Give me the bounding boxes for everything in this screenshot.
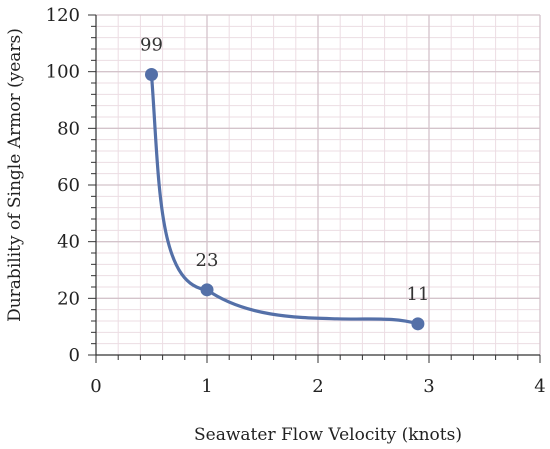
data-point [411, 317, 425, 331]
series-line [149, 72, 420, 326]
y-axis-title: Durability of Single Armor (years) [5, 28, 25, 322]
major-grid [96, 14, 541, 355]
x-axis-title: Seawater Flow Velocity (knots) [194, 425, 462, 445]
data-labels: 99 23 11 [140, 35, 429, 305]
data-label: 23 [196, 250, 219, 271]
ticks [88, 14, 541, 363]
y-tick-label: 0 [69, 345, 80, 366]
data-point [200, 283, 214, 297]
x-tick-label: 4 [534, 376, 545, 397]
y-tick-label: 120 [46, 5, 80, 26]
x-tick-label: 2 [312, 376, 323, 397]
data-point [145, 68, 158, 81]
y-tick-label: 60 [57, 175, 80, 196]
x-tick-label: 1 [201, 376, 212, 397]
y-tick-label: 20 [57, 288, 80, 309]
y-tick-label: 100 [46, 62, 80, 83]
data-label: 11 [406, 284, 429, 305]
series-group [145, 68, 425, 331]
y-tick-label: 80 [57, 118, 80, 139]
x-tick-label: 0 [90, 376, 101, 397]
data-label: 99 [140, 35, 163, 56]
y-tick-label: 40 [57, 232, 80, 253]
x-tick-label: 3 [423, 376, 434, 397]
